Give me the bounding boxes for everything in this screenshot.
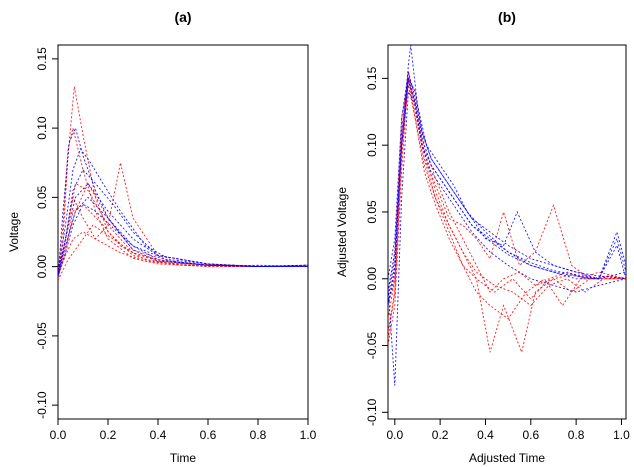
panel-b-y-ticks: -0.10 -0.05 0.00 0.05 0.10 0.15 xyxy=(365,66,388,426)
panel-a-x-tick-label: 1.0 xyxy=(300,428,317,442)
panel-a-x-tick-label: 0.6 xyxy=(200,428,217,442)
panel-b-x-axis-label: Adjusted Time xyxy=(469,451,545,465)
panel-a-x-axis-label: Time xyxy=(170,451,197,465)
panel-b-x-tick-label: 0.2 xyxy=(432,428,449,442)
panel-a-series-red-7 xyxy=(58,224,308,281)
panel-a-plot-frame xyxy=(57,44,309,420)
panel-a-series-red-1 xyxy=(58,86,308,278)
panel-b-title: (b) xyxy=(498,9,516,25)
panel-a-series-blue-10 xyxy=(58,147,308,275)
panel-a-series-blue-11 xyxy=(58,168,308,274)
panel-b-series-red-5 xyxy=(388,78,626,300)
panel-a-y-tick-label: -0.10 xyxy=(35,391,49,419)
panel-a-series-red-2 xyxy=(58,127,308,275)
panel-a-x-tick-label: 0.4 xyxy=(150,428,167,442)
panel-b-y-tick-label: 0.00 xyxy=(365,267,379,291)
panel-a-series-red-3 xyxy=(58,162,308,274)
panel-a-y-tick-label: -0.05 xyxy=(35,322,49,350)
panel-a-y-tick-label: 0.00 xyxy=(35,255,49,279)
panel-b-y-tick-label: 0.15 xyxy=(365,66,379,90)
panel-b-x-ticks: 0.0 0.2 0.4 0.6 0.8 1.0 xyxy=(386,419,630,442)
panel-b-series-red-6 xyxy=(388,85,626,339)
panel-b-x-tick-label: 0.0 xyxy=(386,428,403,442)
panel-a-y-tick-label: 0.15 xyxy=(35,47,49,71)
panel-a-series-red-6 xyxy=(58,231,308,276)
panel-a-series-blue-14 xyxy=(58,203,308,276)
panel-b-series-red-1 xyxy=(388,76,626,333)
panel-a-y-axis-label: Voltage xyxy=(7,212,21,252)
panel-b: (b) 0.0 0.2 0.4 0.6 0.8 1.0 -0.10 -0.05 0.00 0.0… xyxy=(335,9,630,465)
panel-b-x-tick-label: 0.8 xyxy=(568,428,585,442)
panel-b-y-tick-label: -0.05 xyxy=(365,332,379,360)
panel-a-y-tick-label: 0.10 xyxy=(35,116,49,140)
panel-a: (a) 0.0 0.2 0.4 0.6 0.8 1.0 -0.10 -0.05 0.00 0.0… xyxy=(7,9,317,465)
panel-b-y-tick-label: -0.10 xyxy=(365,398,379,426)
panel-a-series-blue-13 xyxy=(58,196,308,276)
panel-a-curves xyxy=(58,86,308,281)
panel-b-curves xyxy=(388,45,626,386)
panel-a-series-blue-9 xyxy=(58,126,308,278)
panel-b-series-blue-10 xyxy=(388,71,626,280)
panel-b-y-axis-label: Adjusted Voltage xyxy=(335,187,349,277)
panel-a-x-ticks: 0.0 0.2 0.4 0.6 0.8 1.0 xyxy=(50,419,317,442)
panel-b-y-tick-label: 0.05 xyxy=(365,200,379,224)
panel-a-x-tick-label: 0.8 xyxy=(250,428,267,442)
panel-b-series-blue-12 xyxy=(388,80,626,306)
panel-b-x-tick-label: 0.6 xyxy=(522,428,539,442)
panel-b-plot-frame xyxy=(387,44,627,420)
panel-b-x-tick-label: 1.0 xyxy=(613,428,630,442)
panel-a-title: (a) xyxy=(174,9,191,25)
panel-b-x-tick-label: 0.4 xyxy=(477,428,494,442)
panel-a-x-tick-label: 0.0 xyxy=(50,428,67,442)
panel-a-y-tick-label: 0.05 xyxy=(35,185,49,209)
panel-b-series-blue-7 xyxy=(388,45,626,293)
panel-a-x-tick-label: 0.2 xyxy=(100,428,117,442)
panel-b-series-blue-8 xyxy=(388,76,626,306)
panel-b-series-red-4 xyxy=(388,71,626,320)
panel-a-series-blue-12 xyxy=(58,182,308,277)
panel-b-series-red-2 xyxy=(388,71,626,354)
panel-b-series-blue-11 xyxy=(388,78,626,299)
panel-a-y-ticks: -0.10 -0.05 0.00 0.05 0.10 0.15 xyxy=(35,47,58,419)
panel-b-y-tick-label: 0.10 xyxy=(365,133,379,157)
